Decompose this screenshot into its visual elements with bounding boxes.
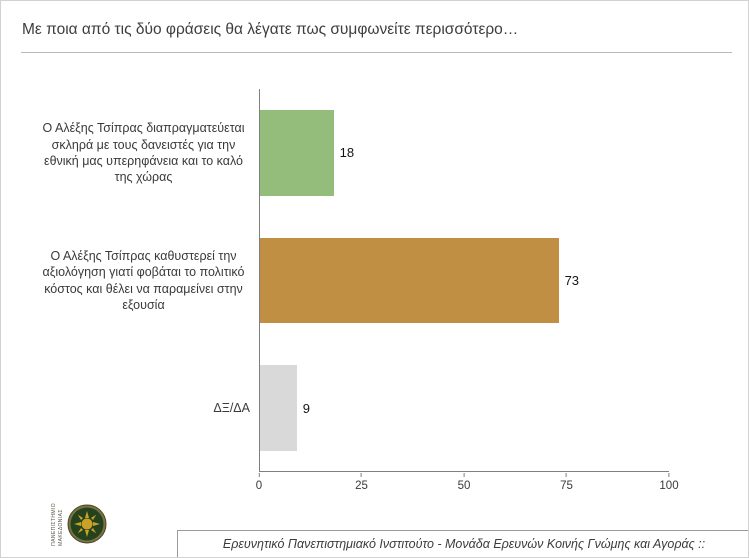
x-tick: 75 <box>560 473 573 492</box>
x-tick-label: 75 <box>560 480 573 492</box>
x-tick: 100 <box>659 473 679 492</box>
bar-track: 73 <box>260 217 669 345</box>
bar-track: 18 <box>260 89 669 217</box>
x-tick-label: 100 <box>659 480 679 492</box>
category-label: Ο Αλέξης Τσίπρας καθυστερεί την αξιολόγη… <box>42 249 245 312</box>
chart-title: Με ποια από τις δύο φράσεις θα λέγατε πω… <box>22 21 519 38</box>
x-axis: 0 25 50 75 100 <box>256 473 679 497</box>
bar <box>260 365 297 451</box>
bar <box>260 237 559 324</box>
university-name-line2: ΜΑΚΕΔΟΝΙΑΣ <box>58 509 64 546</box>
bar-value-label: 9 <box>302 400 311 416</box>
bar-rows: Ο Αλέξης Τσίπρας διαπραγματεύεται σκληρά… <box>1 89 669 472</box>
bar-track: 9 <box>260 344 669 472</box>
x-tick: 25 <box>355 473 368 492</box>
plot-area <box>259 89 669 472</box>
university-seal-icon <box>67 504 107 544</box>
bar-row: ΔΞ/ΔΑ 9 <box>1 344 669 472</box>
x-tick-label: 0 <box>255 480 263 492</box>
title-divider <box>21 52 732 53</box>
bar-row: Ο Αλέξης Τσίπρας καθυστερεί την αξιολόγη… <box>1 217 669 345</box>
x-tick-mark <box>668 473 670 477</box>
footer: Ερευνητικό Πανεπιστημιακό Ινστιτούτο - Μ… <box>177 530 748 557</box>
x-tick-mark <box>360 473 362 477</box>
x-tick-label: 50 <box>457 480 471 492</box>
university-name-line1: ΠΑΝΕΠΙΣΤΗΜΙΟ <box>51 503 57 546</box>
x-tick: 50 <box>457 473 471 492</box>
bar <box>260 110 334 196</box>
x-tick-mark <box>463 473 465 477</box>
x-tick: 0 <box>256 473 262 492</box>
bar-value-label: 73 <box>564 273 580 288</box>
university-logo-text: ΠΑΝΕΠΙΣΤΗΜΙΟ ΜΑΚΕΔΟΝΙΑΣ <box>51 503 65 546</box>
category-label: ΔΞ/ΔΑ <box>213 401 250 416</box>
bar-row: Ο Αλέξης Τσίπρας διαπραγματεύεται σκληρά… <box>1 89 669 217</box>
bar-value-label: 18 <box>339 145 355 161</box>
footer-text: Ερευνητικό Πανεπιστημιακό Ινστιτούτο - Μ… <box>222 537 706 551</box>
x-tick-mark <box>258 473 260 477</box>
category-label: Ο Αλέξης Τσίπρας διαπραγματεύεται σκληρά… <box>42 121 245 185</box>
x-tick-mark <box>565 473 567 477</box>
x-tick-label: 25 <box>355 480 368 492</box>
university-logo: ΠΑΝΕΠΙΣΤΗΜΙΟ ΜΑΚΕΔΟΝΙΑΣ <box>51 503 107 546</box>
